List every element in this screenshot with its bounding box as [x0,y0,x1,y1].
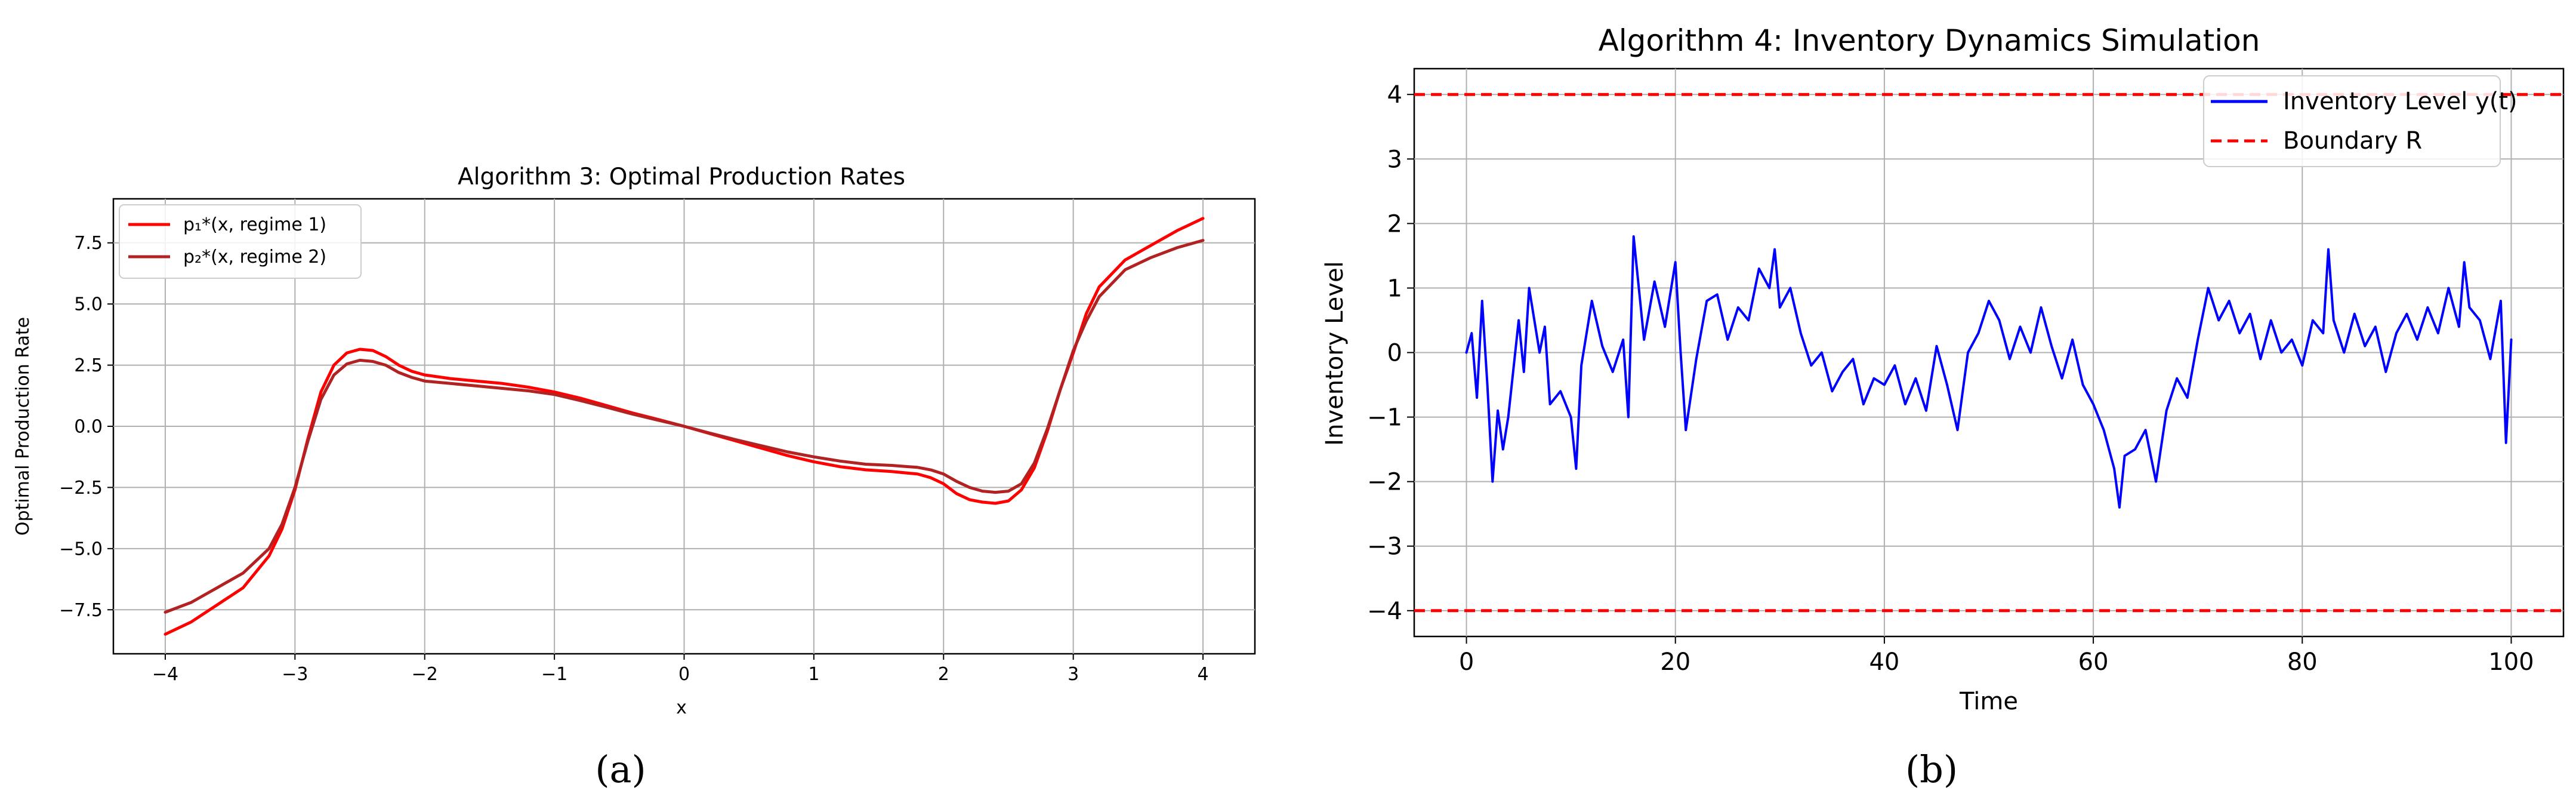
x-tick-label: −4 [152,664,178,685]
x-tick-label: 0 [1459,648,1474,676]
chart-b-xlabel: Time [1959,688,2018,715]
chart-a: Algorithm 3: Optimal Production Rates −4… [13,164,1256,718]
y-tick-label: 7.5 [74,233,103,254]
y-tick-label: −1 [1367,404,1402,432]
y-tick-label: 5.0 [74,294,103,315]
y-tick-label: 3 [1387,146,1402,173]
chart-b-legend-label-2: Boundary R [2283,127,2422,155]
x-tick-label: 4 [1197,664,1208,685]
y-tick-label: 4 [1387,81,1402,109]
series-line-1 [1465,235,2513,509]
x-tick-label: −2 [412,664,438,685]
y-tick-label: 0 [1387,340,1402,367]
panel-label-b: (b) [1905,748,1958,791]
chart-a-legend-label-1: p₁*(x, regime 1) [183,214,326,235]
chart-a-xlabel: x [676,697,687,718]
series-line-2 [163,239,1205,614]
chart-b-legend-box [2203,75,2501,167]
x-tick-label: 100 [2488,648,2534,676]
y-tick-label: −4 [1367,598,1402,625]
panel-label-a: (a) [595,748,646,791]
x-tick-label: 0 [678,664,690,685]
x-tick-label: 20 [1660,648,1690,676]
chart-b-title: Algorithm 4: Inventory Dynamics Simulati… [1599,23,2260,58]
y-tick-label: 0.0 [74,417,103,438]
y-tick-label: −7.5 [59,600,103,621]
x-tick-label: 3 [1068,664,1079,685]
chart-a-lines [163,217,1205,636]
chart-b-ylabel: Inventory Level [1321,261,1349,445]
x-tick-label: 40 [1869,648,1899,676]
y-tick-label: 1 [1387,275,1402,302]
chart-b-ticks: 0 20 40 60 80 100 −4 −3 −2 −1 0 1 2 3 4 [1367,81,2534,676]
y-tick-label: −3 [1367,533,1402,561]
chart-a-ticks: −4 −3 −2 −1 0 1 2 3 4 −7.5 −5.0 −2.5 0.0 2.5 5.0 7.5 [59,233,1208,685]
chart-a-legend-box [119,204,362,279]
chart-a-legend-label-2: p₂*(x, regime 2) [183,247,326,267]
x-tick-label: −3 [282,664,308,685]
x-tick-label: 1 [808,664,819,685]
x-tick-label: 80 [2287,648,2318,676]
y-tick-label: 2 [1387,210,1402,238]
chart-a-ylabel: Optimal Production Rate [13,317,33,536]
x-tick-label: −1 [541,664,567,685]
x-tick-label: 60 [2078,648,2109,676]
chart-b: Algorithm 4: Inventory Dynamics Simulati… [1321,23,2565,715]
x-tick-label: 2 [938,664,949,685]
chart-b-legend: Inventory Level y(t) Boundary R [2203,75,2518,167]
y-tick-label: 2.5 [74,355,103,376]
chart-a-legend: p₁*(x, regime 1) p₂*(x, regime 2) [119,204,362,279]
chart-a-title: Algorithm 3: Optimal Production Rates [458,164,905,190]
y-tick-label: −2 [1367,469,1402,496]
y-tick-label: −5.0 [59,539,103,559]
y-tick-label: −2.5 [59,478,103,499]
chart-b-legend-label-1: Inventory Level y(t) [2283,88,2518,115]
